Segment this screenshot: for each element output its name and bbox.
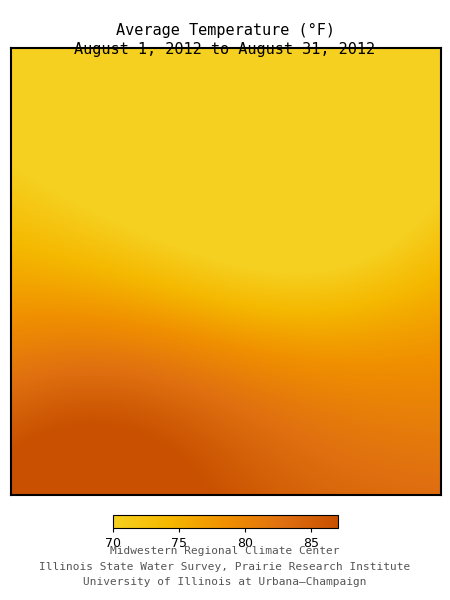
Text: Average Temperature (°F): Average Temperature (°F)	[116, 23, 334, 38]
Text: Midwestern Regional Climate Center: Midwestern Regional Climate Center	[110, 546, 340, 556]
Text: August 1, 2012 to August 31, 2012: August 1, 2012 to August 31, 2012	[74, 42, 376, 57]
Text: Illinois State Water Survey, Prairie Research Institute: Illinois State Water Survey, Prairie Res…	[40, 562, 410, 572]
Text: University of Illinois at Urbana–Champaign: University of Illinois at Urbana–Champai…	[83, 577, 367, 587]
